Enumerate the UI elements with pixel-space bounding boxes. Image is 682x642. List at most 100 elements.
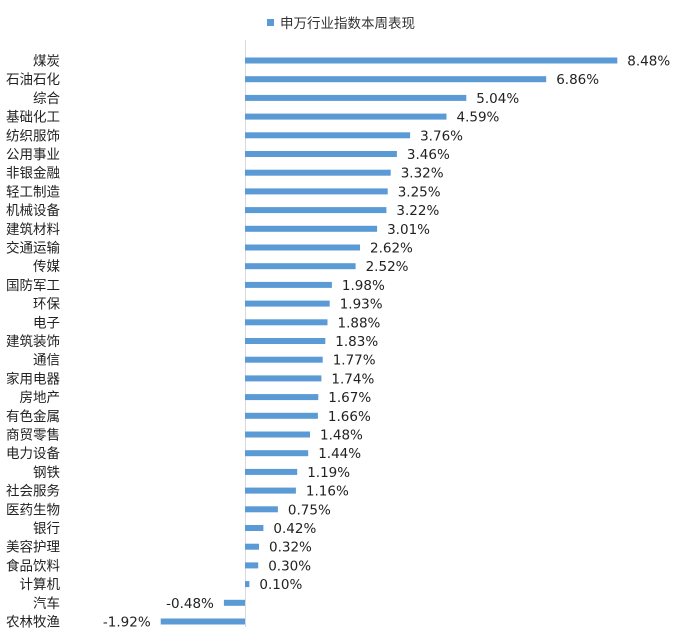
bar-纺织服饰 <box>245 132 411 139</box>
bar-有色金属 <box>245 412 318 419</box>
value-label: 1.74% <box>331 371 374 387</box>
bar-房地产 <box>245 394 319 401</box>
category-label: 计算机 <box>20 577 61 593</box>
bar-通信 <box>245 356 323 363</box>
value-label: 6.86% <box>556 72 599 88</box>
value-label: 1.83% <box>335 334 378 350</box>
category-label: 农林牧渔 <box>6 615 60 631</box>
category-label: 有色金属 <box>6 408 60 425</box>
category-label: 食品饮料 <box>6 557 60 574</box>
value-label: 1.48% <box>320 428 363 444</box>
bar-农林牧渔 <box>160 618 245 625</box>
category-label: 银行 <box>33 521 60 537</box>
legend-swatch <box>267 19 274 26</box>
bar-非银金融 <box>245 169 391 176</box>
category-label: 煤炭 <box>33 54 60 70</box>
category-label: 交通运输 <box>6 240 60 257</box>
bar-公用事业 <box>245 151 397 157</box>
value-label: 0.10% <box>259 577 302 593</box>
value-label: 1.67% <box>328 390 371 406</box>
bar-建筑装饰 <box>245 338 326 344</box>
value-label: 3.01% <box>387 222 430 238</box>
value-labels-group: 8.48% 6.86% 5.04% 4.59% 3.76% 3.46% 3.32% 3.25%… <box>103 54 670 631</box>
value-label: 8.48% <box>627 54 670 70</box>
category-label: 社会服务 <box>6 484 60 500</box>
category-label: 美容护理 <box>6 539 60 556</box>
bars-group <box>160 57 618 625</box>
value-label: 3.25% <box>398 184 441 200</box>
bar-电力设备 <box>245 450 309 457</box>
value-label: 2.62% <box>370 241 413 257</box>
bar-煤炭 <box>245 57 618 64</box>
legend-label: 申万行业指数本周表现 <box>280 16 415 32</box>
category-label: 钢铁 <box>33 465 60 481</box>
bar-家用电器 <box>245 375 322 382</box>
value-label: 1.93% <box>340 297 383 313</box>
bar-传媒 <box>245 263 356 270</box>
bar-综合 <box>245 94 467 101</box>
value-label: 1.88% <box>338 315 381 331</box>
category-label: 家用电器 <box>6 370 60 387</box>
category-label: 综合 <box>33 91 60 107</box>
bar-汽车 <box>223 599 245 606</box>
bar-建筑材料 <box>245 225 378 232</box>
value-label: 0.42% <box>273 521 316 537</box>
category-label: 医药生物 <box>6 502 60 518</box>
value-label: 5.04% <box>476 91 519 107</box>
category-label: 通信 <box>33 353 60 369</box>
value-label: 0.75% <box>288 502 331 518</box>
category-label: 建筑装饰 <box>6 334 60 350</box>
bar-社会服务 <box>245 487 296 494</box>
bar-银行 <box>245 525 264 531</box>
category-label: 传媒 <box>33 259 60 275</box>
value-label: 3.76% <box>420 128 463 144</box>
value-label: 1.77% <box>333 353 376 369</box>
value-label: 3.46% <box>407 147 450 163</box>
category-label: 公用事业 <box>6 147 60 163</box>
bar-交通运输 <box>245 244 360 251</box>
bar-医药生物 <box>245 506 278 513</box>
value-label: 1.98% <box>342 278 385 294</box>
value-label: 0.30% <box>268 558 311 574</box>
category-label: 电子 <box>33 315 60 331</box>
bar-电子 <box>245 319 328 326</box>
category-label: 国防军工 <box>6 278 60 294</box>
category-label: 轻工制造 <box>6 184 60 200</box>
category-label: 纺织服饰 <box>6 128 60 144</box>
bar-美容护理 <box>245 543 259 550</box>
value-label: 2.52% <box>366 259 409 275</box>
category-label: 基础化工 <box>6 109 60 126</box>
bar-钢铁 <box>245 468 298 475</box>
value-label: 3.22% <box>396 203 439 219</box>
category-label: 房地产 <box>20 390 61 406</box>
category-label: 环保 <box>33 297 60 313</box>
category-label: 机械设备 <box>6 202 60 219</box>
value-label: -1.92% <box>103 615 151 631</box>
bar-计算机 <box>245 581 250 588</box>
value-label: 0.32% <box>269 540 312 556</box>
value-label: 3.32% <box>401 166 444 182</box>
category-label: 电力设备 <box>6 445 60 462</box>
bar-环保 <box>245 300 330 307</box>
bar-食品饮料 <box>245 562 259 569</box>
category-label: 建筑材料 <box>6 222 60 238</box>
value-label: 1.44% <box>318 446 361 462</box>
category-label: 非银金融 <box>6 166 60 182</box>
category-labels-group: 煤炭石油石化综合基础化工纺织服饰公用事业非银金融轻工制造机械设备建筑材料交通运输… <box>6 54 60 631</box>
bar-国防军工 <box>245 281 332 288</box>
bar-轻工制造 <box>245 188 388 195</box>
value-label: 1.66% <box>328 409 371 425</box>
value-label: 1.16% <box>306 484 349 500</box>
category-label: 汽车 <box>33 595 60 612</box>
value-label: -0.48% <box>166 596 214 612</box>
bar-机械设备 <box>245 207 387 214</box>
bar-石油石化 <box>245 76 547 83</box>
value-label: 1.19% <box>307 465 350 481</box>
bar-基础化工 <box>245 113 447 120</box>
value-label: 4.59% <box>457 110 500 126</box>
bar-商贸零售 <box>245 431 310 438</box>
category-label: 石油石化 <box>6 72 60 88</box>
legend: 申万行业指数本周表现 <box>267 16 415 32</box>
category-label: 商贸零售 <box>6 428 60 444</box>
